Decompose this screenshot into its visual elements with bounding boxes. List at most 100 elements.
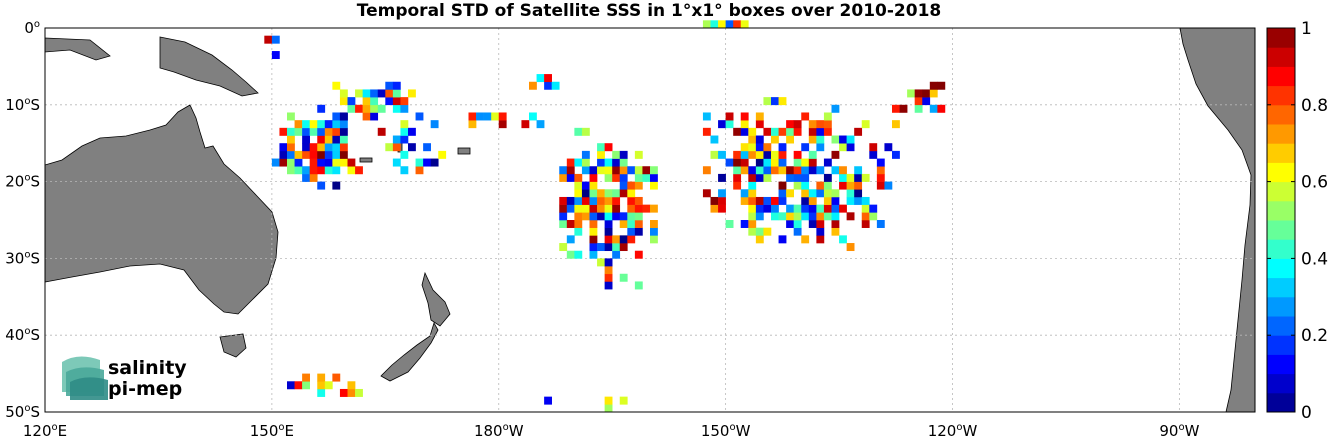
sss-std-cell bbox=[778, 212, 787, 221]
sss-std-cell bbox=[566, 204, 575, 213]
sss-std-cell bbox=[725, 120, 734, 129]
sss-std-cell bbox=[566, 220, 575, 228]
sss-std-cell bbox=[271, 35, 280, 44]
sss-std-cell bbox=[831, 135, 840, 144]
sss-std-cell bbox=[324, 381, 333, 390]
sss-std-cell bbox=[823, 212, 832, 221]
sss-std-cell bbox=[287, 112, 295, 121]
sss-std-cell bbox=[627, 166, 636, 175]
colorbar-tick-label: 1 bbox=[1301, 19, 1312, 39]
sss-std-cell bbox=[748, 143, 757, 152]
sss-std-cell bbox=[612, 250, 621, 259]
sss-std-cell bbox=[861, 120, 870, 129]
sss-std-cell bbox=[347, 104, 356, 113]
sss-std-cell bbox=[597, 212, 605, 221]
sss-std-cell bbox=[627, 220, 636, 228]
sss-std-cell bbox=[778, 143, 787, 152]
sss-std-cell bbox=[589, 189, 598, 198]
sss-std-cell bbox=[755, 196, 764, 205]
x-tick-label: 180oW bbox=[474, 422, 524, 438]
sss-std-cell bbox=[755, 150, 764, 159]
sss-std-cell bbox=[574, 181, 583, 190]
sss-std-cell bbox=[823, 181, 832, 190]
sss-std-cell bbox=[786, 120, 794, 129]
sss-std-cell bbox=[937, 81, 946, 90]
sss-std-cell bbox=[597, 196, 605, 205]
sss-std-cell bbox=[581, 189, 590, 198]
sss-std-cell bbox=[597, 166, 605, 175]
sss-std-cell bbox=[574, 250, 583, 259]
sss-std-cell bbox=[808, 120, 817, 129]
sss-std-cell bbox=[317, 120, 326, 129]
sss-std-cell bbox=[566, 158, 575, 167]
colorbar-tick-label: 0.2 bbox=[1301, 326, 1328, 346]
sss-std-cell bbox=[831, 204, 840, 213]
sss-std-cell bbox=[619, 243, 628, 252]
sss-std-cell bbox=[559, 173, 568, 182]
sss-std-cell bbox=[597, 243, 605, 252]
sss-std-cell bbox=[317, 181, 326, 190]
sss-std-cell bbox=[385, 143, 394, 152]
sss-std-cell bbox=[839, 143, 847, 152]
sss-std-cell bbox=[604, 243, 613, 252]
sss-std-cell bbox=[793, 204, 802, 213]
sss-std-cell bbox=[831, 212, 840, 221]
sss-std-cell bbox=[763, 143, 772, 152]
sss-std-cell bbox=[627, 227, 636, 236]
sss-std-cell bbox=[748, 166, 757, 175]
colorbar-swatch bbox=[1267, 316, 1295, 336]
sss-std-cell bbox=[786, 127, 794, 136]
sss-std-cells bbox=[264, 20, 946, 413]
sss-std-cell bbox=[604, 281, 613, 290]
sss-std-cell bbox=[914, 97, 923, 106]
sss-std-cell bbox=[929, 89, 938, 98]
sss-std-cell bbox=[763, 150, 772, 159]
sss-std-cell bbox=[634, 281, 643, 290]
y-tick-label: 50oS bbox=[5, 403, 40, 421]
sss-std-cell bbox=[339, 112, 348, 121]
colorbar: 1 0.8 0.6 0.4 0.2 0 bbox=[1266, 19, 1328, 423]
sss-std-cell bbox=[355, 166, 363, 175]
sss-std-cell bbox=[725, 20, 734, 29]
sss-std-cell bbox=[702, 166, 711, 175]
sss-std-cell bbox=[294, 158, 303, 167]
sss-std-cell bbox=[634, 181, 643, 190]
sss-std-cell bbox=[332, 120, 341, 129]
sss-std-cell bbox=[468, 120, 477, 129]
sss-std-cell bbox=[846, 212, 855, 221]
sss-std-cell bbox=[718, 196, 726, 205]
australia-landmass bbox=[44, 104, 279, 315]
sss-std-cell bbox=[302, 173, 310, 182]
sss-std-cell bbox=[302, 143, 310, 152]
sss-std-cell bbox=[347, 97, 356, 106]
sss-std-cell bbox=[332, 150, 341, 159]
sss-std-cell bbox=[839, 204, 847, 213]
sss-std-cell bbox=[619, 158, 628, 167]
sss-std-cell bbox=[294, 120, 303, 129]
sss-std-cell bbox=[831, 150, 840, 159]
sss-std-cell bbox=[793, 181, 802, 190]
sss-std-cell bbox=[861, 220, 870, 228]
sss-std-cell bbox=[839, 173, 847, 182]
sss-std-cell bbox=[362, 104, 371, 113]
sss-std-cell bbox=[763, 158, 772, 167]
sss-std-cell bbox=[589, 243, 598, 252]
sss-std-cell bbox=[755, 112, 764, 121]
colorbar-swatch bbox=[1267, 85, 1295, 106]
sss-std-cell bbox=[778, 235, 787, 244]
sss-std-cell bbox=[604, 196, 613, 205]
sss-std-cell bbox=[597, 189, 605, 198]
sss-std-cell bbox=[771, 97, 779, 106]
sss-std-cell bbox=[332, 158, 341, 167]
sss-std-cell bbox=[710, 196, 719, 205]
sss-std-cell bbox=[793, 212, 802, 221]
sss-std-cell bbox=[604, 166, 613, 175]
sss-std-cell bbox=[317, 104, 326, 113]
y-tick-label: 10oS bbox=[5, 96, 40, 114]
sss-std-cell bbox=[922, 97, 931, 106]
sss-std-cell bbox=[793, 150, 802, 159]
sss-std-cell bbox=[559, 220, 568, 228]
sss-std-cell bbox=[294, 166, 303, 175]
sss-std-cell bbox=[544, 81, 552, 90]
sss-std-cell bbox=[309, 158, 318, 167]
